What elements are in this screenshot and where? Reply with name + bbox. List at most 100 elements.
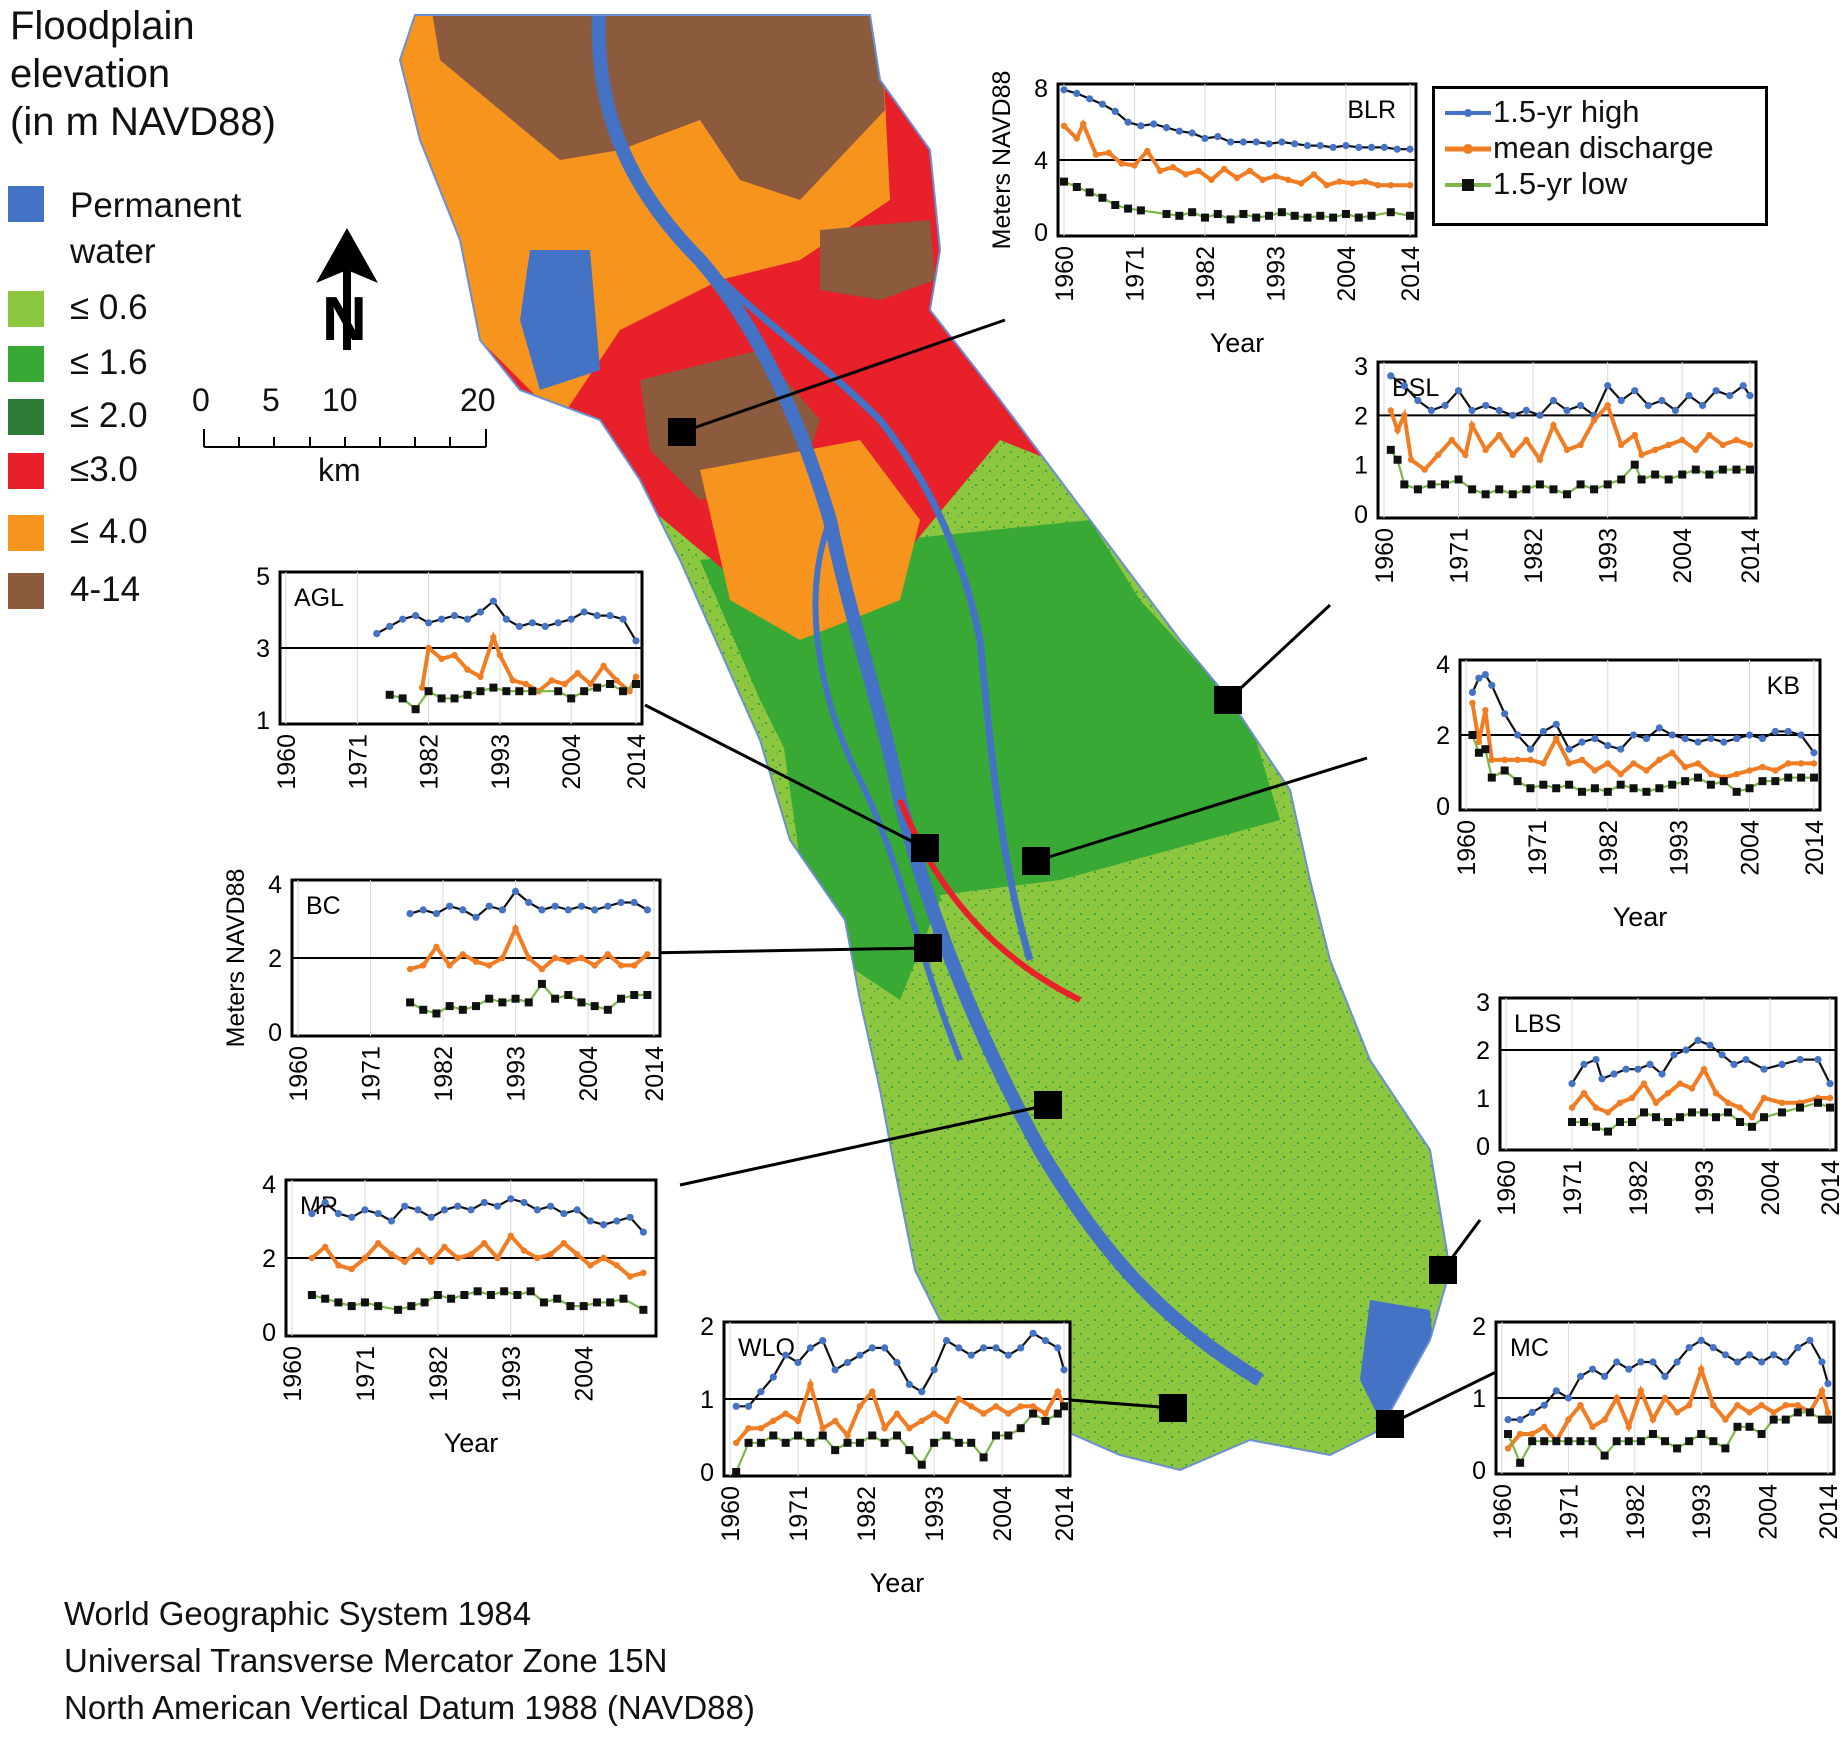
point-high <box>643 906 652 914</box>
point-low <box>1688 1108 1696 1117</box>
point-low <box>1826 1103 1834 1112</box>
point-mean <box>1469 699 1476 707</box>
point-mean <box>574 670 581 677</box>
point-low <box>537 979 546 988</box>
point-high <box>1733 734 1741 743</box>
x-tick-label: 1960 <box>717 1486 745 1542</box>
y-tick-label: 5 <box>256 563 270 591</box>
point-low <box>1636 1437 1645 1446</box>
point-low <box>1784 773 1793 782</box>
point-high <box>1617 745 1625 753</box>
station-MP[interactable] <box>1034 1091 1062 1119</box>
point-high <box>1329 143 1337 151</box>
point-mean <box>807 1381 814 1388</box>
point-low <box>398 694 407 703</box>
scale-tick-5: 5 <box>262 382 280 418</box>
point-low <box>476 687 485 696</box>
station-BLR[interactable] <box>668 418 696 446</box>
zone-brown-east <box>820 220 935 300</box>
point-mean <box>1233 174 1241 182</box>
legend-label: ≤ 0.6 <box>70 288 148 327</box>
point-mean <box>632 673 640 680</box>
scale-tick-10: 10 <box>322 382 358 418</box>
point-mean <box>757 1425 765 1432</box>
point-low <box>334 1298 343 1307</box>
station-MC[interactable] <box>1376 1410 1404 1438</box>
point-low <box>1733 1422 1742 1431</box>
point-mean <box>1042 1410 1049 1417</box>
legend-swatch <box>8 399 44 435</box>
point-mean <box>1694 760 1702 767</box>
point-mean <box>512 925 519 932</box>
series-legend-mean: mean discharge <box>1493 130 1714 165</box>
point-high <box>1814 1056 1822 1064</box>
point-mean <box>509 677 517 684</box>
point-mean <box>770 1417 777 1425</box>
point-high <box>1316 142 1324 150</box>
point-mean <box>1029 1403 1037 1410</box>
point-low <box>1265 211 1274 220</box>
point-high <box>1580 1060 1588 1068</box>
x-tick-label: 1982 <box>425 1346 453 1402</box>
x-tick-label: 1993 <box>1595 528 1623 584</box>
point-low <box>1709 1437 1718 1446</box>
legend-swatch <box>8 573 44 609</box>
point-mean <box>1323 182 1330 189</box>
point-low <box>1681 777 1690 786</box>
point-low <box>1341 210 1350 218</box>
point-high <box>1528 1408 1536 1416</box>
point-low <box>1400 480 1409 489</box>
point-high <box>1568 1080 1576 1088</box>
point-mean <box>451 652 458 659</box>
inset-chart-AGL: 1 3 5 1960 1971 1982 1993 2004 2014 AGL <box>210 556 662 838</box>
point-low <box>942 1431 951 1440</box>
point-low <box>1016 1424 1025 1433</box>
series-line-0 <box>1390 374 1751 418</box>
point-low <box>419 1005 428 1014</box>
point-low <box>463 690 472 699</box>
point-mean <box>1448 436 1455 444</box>
point-mean <box>1310 171 1318 178</box>
y-tick-label: 1 <box>1472 1385 1486 1413</box>
point-high <box>831 1366 839 1374</box>
point-high <box>528 619 536 627</box>
point-mean <box>525 954 532 962</box>
point-high <box>1649 1358 1657 1366</box>
point-mean <box>335 1262 342 1269</box>
station-AGL[interactable] <box>911 834 939 862</box>
inset-svg-AGL: 1 3 5 1960 1971 1982 1993 2004 2014 AGL <box>256 563 651 790</box>
point-mean <box>490 634 497 641</box>
x-tick-label: 1993 <box>503 1046 531 1102</box>
x-tick-label: 1971 <box>344 734 372 790</box>
leader-lines <box>644 318 1501 1426</box>
point-mean <box>1681 763 1689 771</box>
point-mean <box>1387 182 1394 189</box>
point-high <box>591 906 599 914</box>
station-WLO[interactable] <box>1159 1394 1187 1422</box>
point-mean <box>1374 182 1382 189</box>
point-mean <box>1259 176 1266 183</box>
point-high <box>1060 1366 1068 1374</box>
point-low <box>524 998 533 1007</box>
y-tick-label: 4 <box>262 1171 276 1199</box>
point-mean <box>1504 1445 1512 1452</box>
point-mean <box>1673 1409 1681 1416</box>
y-tick-label: 0 <box>1436 793 1450 821</box>
point-mean <box>438 655 445 662</box>
point-mean <box>1387 407 1394 414</box>
point-high <box>386 622 394 630</box>
series-line-1 <box>734 1377 1066 1445</box>
point-mean <box>819 1425 826 1432</box>
x-tick-label: 1982 <box>416 734 444 790</box>
station-BC[interactable] <box>914 934 942 962</box>
y-axis-label: Meters NAVD88 <box>988 71 1016 250</box>
station-KB[interactable] <box>1022 847 1050 875</box>
station-BSL[interactable] <box>1214 686 1242 714</box>
station-LBS[interactable] <box>1429 1256 1457 1284</box>
point-high <box>1029 1329 1037 1337</box>
point-low <box>1617 475 1626 484</box>
point-low <box>1535 480 1544 489</box>
point-high <box>387 1217 396 1225</box>
point-high <box>1698 401 1707 410</box>
point-low <box>1563 490 1571 499</box>
